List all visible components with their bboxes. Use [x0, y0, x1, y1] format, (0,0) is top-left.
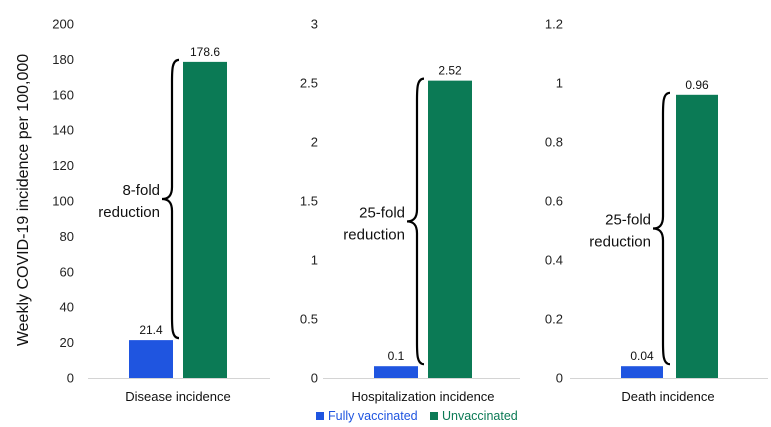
y-tick-label: 0: [67, 371, 74, 386]
y-tick-label: 0.4: [545, 253, 563, 268]
data-label: 0.1: [388, 349, 405, 363]
reduction-annotation: 25-fold: [359, 204, 405, 221]
y-tick-label: 0.5: [300, 312, 318, 327]
reduction-annotation: reduction: [98, 204, 160, 221]
y-tick-label: 1: [311, 253, 318, 268]
y-tick-label: 0.8: [545, 135, 563, 150]
y-tick-label: 2.5: [300, 76, 318, 91]
reduction-brace: [652, 91, 671, 366]
reduction-annotation: 25-fold: [605, 212, 651, 229]
y-tick-label: 1.5: [300, 194, 318, 209]
bar-fully-vaccinated: [621, 366, 663, 378]
y-tick-label: 1.2: [545, 17, 563, 32]
reduction-annotation: reduction: [343, 226, 405, 243]
x-category-label: Hospitalization incidence: [351, 389, 494, 404]
y-tick-label: 60: [60, 264, 74, 279]
chart-panel-1: 0 20 40 60 80 100 120 140 160 180 200 21.4 178.6 Dise…: [52, 17, 270, 404]
legend-label: Fully vaccinated: [328, 409, 418, 423]
reduction-brace: [161, 58, 180, 340]
legend: Fully vaccinated Unvaccinated: [316, 409, 518, 423]
bar-unvaccinated: [428, 80, 472, 378]
y-tick-label: 160: [52, 87, 74, 102]
y-tick-label: 20: [60, 335, 74, 350]
bar-unvaccinated: [183, 61, 227, 379]
bar-fully-vaccinated: [129, 340, 173, 378]
legend-item-fully-vaccinated: Fully vaccinated: [316, 409, 418, 423]
legend-label: Unvaccinated: [442, 409, 518, 423]
y-axis-label: Weekly COVID-19 incidence per 100,000: [15, 54, 32, 346]
chart-panels: 02040608010012014016018020021.4178.6Dise…: [52, 17, 768, 404]
data-label: 0.04: [630, 349, 654, 363]
legend-swatch: [316, 412, 324, 420]
y-tick-label: 2: [311, 135, 318, 150]
bar-fully-vaccinated: [374, 366, 418, 378]
chart-panel-3: 0 0.2 0.4 0.6 0.8 1 1.2 0.04 0.96 Death incidence…: [545, 17, 768, 404]
y-tick-label: 3: [311, 17, 318, 32]
legend-item-unvaccinated: Unvaccinated: [430, 409, 518, 423]
y-tick-label: 0: [556, 371, 563, 386]
y-tick-label: 40: [60, 300, 74, 315]
data-label: 178.6: [190, 45, 220, 59]
reduction-annotation: reduction: [589, 234, 651, 251]
legend-swatch: [430, 412, 438, 420]
y-tick-label: 140: [52, 123, 74, 138]
x-category-label: Death incidence: [621, 389, 714, 404]
y-tick-label: 200: [52, 17, 74, 32]
data-label: 2.52: [438, 64, 462, 78]
y-tick-label: 80: [60, 229, 74, 244]
data-label: 0.96: [685, 78, 709, 92]
y-tick-label: 100: [52, 194, 74, 209]
y-tick-label: 180: [52, 52, 74, 67]
x-category-label: Disease incidence: [125, 389, 231, 404]
y-tick-label: 120: [52, 158, 74, 173]
bar-unvaccinated: [676, 94, 718, 379]
y-tick-label: 0: [311, 371, 318, 386]
reduction-annotation: 8-fold: [122, 182, 160, 199]
y-tick-label: 0.6: [545, 194, 563, 209]
data-label: 21.4: [139, 323, 163, 337]
reduction-brace: [406, 77, 425, 366]
chart-panel-2: 0 0.5 1 1.5 2 2.5 3 0.1 2.52 Hospitalization inci…: [300, 17, 520, 404]
y-tick-label: 1: [556, 76, 563, 91]
y-tick-label: 0.2: [545, 312, 563, 327]
